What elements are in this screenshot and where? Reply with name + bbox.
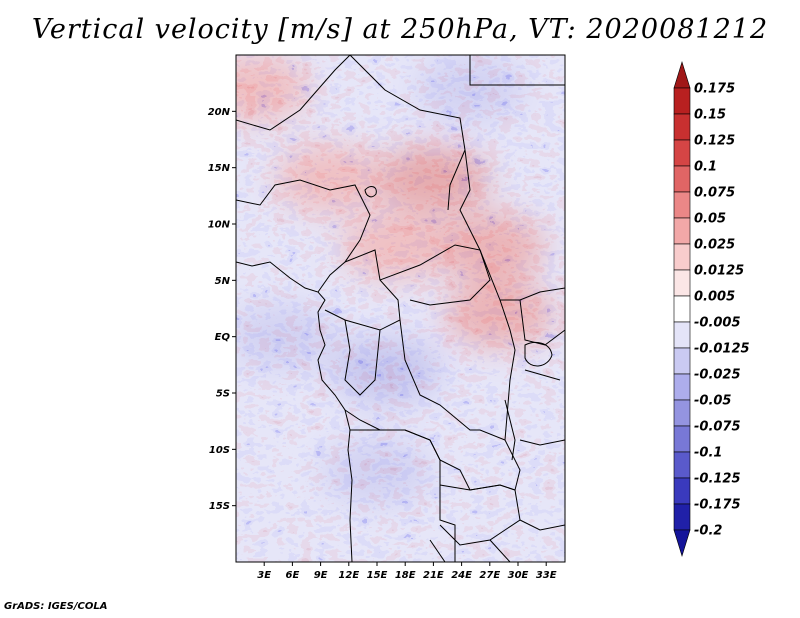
zambia-border xyxy=(439,484,521,546)
y-tick-label: 20N xyxy=(208,107,231,118)
y-axis: 20N 15N 10N 5N EQ 5S 10S 15S xyxy=(208,107,236,512)
colorbar-label: 0.175 xyxy=(694,82,735,97)
colorbar-label: -0.2 xyxy=(694,524,722,539)
colorbar-label: -0.0125 xyxy=(694,342,750,357)
colorbar-label: 0.005 xyxy=(694,290,735,305)
colorbar-label: -0.175 xyxy=(694,498,741,513)
colorbar-label: -0.025 xyxy=(694,368,741,383)
colorbar-segment xyxy=(673,87,691,115)
grads-credit: GrADS: IGES/COLA xyxy=(4,601,108,612)
y-tick-label: EQ xyxy=(215,332,231,343)
map-panel: 20N 15N 10N 5N EQ 5S 10S 15S 3E 6E 9E 12E 15E 18E 21E… xyxy=(208,54,566,581)
x-tick-label: 3E xyxy=(257,570,271,581)
colorbar-segment xyxy=(673,425,691,453)
colorbar-label: 0.075 xyxy=(694,186,735,201)
colorbar-top-triangle xyxy=(673,60,691,89)
colorbar-label: 0.025 xyxy=(694,238,735,253)
x-axis: 3E 6E 9E 12E 15E 18E 21E 24E 27E 30E 33E xyxy=(257,562,557,581)
colorbar-label: -0.1 xyxy=(694,446,722,461)
colorbar-label: 0.125 xyxy=(694,134,735,149)
colorbar-label: -0.125 xyxy=(694,472,741,487)
x-tick-label: 21E xyxy=(423,570,444,581)
colorbar-bottom-triangle xyxy=(673,529,691,558)
colorbar-segment xyxy=(673,217,691,245)
chad-sudan-border xyxy=(459,149,565,301)
x-tick-label: 12E xyxy=(338,570,359,581)
y-tick-label: 5N xyxy=(215,276,231,287)
country-borders xyxy=(236,55,565,562)
colorbar-label: 0.05 xyxy=(694,212,726,227)
colorbar-segment xyxy=(673,451,691,479)
colorbar-label: 0.15 xyxy=(694,108,726,123)
x-tick-label: 18E xyxy=(395,570,416,581)
x-tick-label: 30E xyxy=(508,570,529,581)
colorbar-label: -0.005 xyxy=(694,316,741,331)
x-tick-label: 9E xyxy=(314,570,328,581)
y-tick-label: 15N xyxy=(208,163,231,174)
congo-border xyxy=(344,319,381,396)
y-tick-label: 15S xyxy=(209,501,230,512)
cameroon-border xyxy=(324,249,401,331)
colorbar: 0.175 0.15 0.125 0.1 0.075 0.05 0.025 0.0125 0.0… xyxy=(673,60,750,558)
y-tick-label: 10S xyxy=(209,445,230,456)
colorbar-label: -0.075 xyxy=(694,420,741,435)
x-tick-label: 6E xyxy=(286,570,300,581)
lake-victoria xyxy=(524,342,553,367)
colorbar-label: 0.0125 xyxy=(694,264,744,279)
west-africa-coastline xyxy=(236,261,353,562)
colorbar-segment xyxy=(673,139,691,167)
x-tick-label: 24E xyxy=(451,570,472,581)
libya-egypt-border xyxy=(469,55,565,86)
colorbar-segment xyxy=(673,191,691,219)
x-tick-label: 33E xyxy=(536,570,557,581)
colorbar-label: 0.1 xyxy=(694,160,717,175)
nigeria-border xyxy=(236,179,371,293)
x-tick-label: 15E xyxy=(367,570,388,581)
colorbar-segment xyxy=(673,477,691,505)
angola-border xyxy=(350,429,456,562)
lake-tanganyika xyxy=(504,399,516,461)
colorbar-segment xyxy=(673,243,691,271)
colorbar-segment xyxy=(673,399,691,427)
sahara-border-west xyxy=(236,55,351,131)
colorbar-segment xyxy=(673,347,691,375)
lake-chad xyxy=(364,186,377,198)
colorbar-label: -0.05 xyxy=(694,394,731,409)
x-tick-label: 27E xyxy=(479,570,500,581)
colorbar-segment xyxy=(673,269,691,297)
colorbar-segment xyxy=(673,165,691,193)
y-tick-label: 5S xyxy=(216,389,230,400)
colorbar-segment xyxy=(673,113,691,141)
y-tick-label: 10N xyxy=(208,220,231,231)
colorbar-segment xyxy=(673,295,691,323)
colorbar-segment xyxy=(673,321,691,349)
chart-title: Vertical velocity [m/s] at 250hPa, VT: 2… xyxy=(31,14,769,45)
niger-chad-border xyxy=(349,55,466,211)
velocity-texture xyxy=(236,55,565,562)
colorbar-segment xyxy=(673,373,691,401)
car-border xyxy=(379,244,491,306)
colorbar-segment xyxy=(673,503,691,531)
map-frame xyxy=(235,54,566,563)
southern-borders xyxy=(429,519,565,562)
